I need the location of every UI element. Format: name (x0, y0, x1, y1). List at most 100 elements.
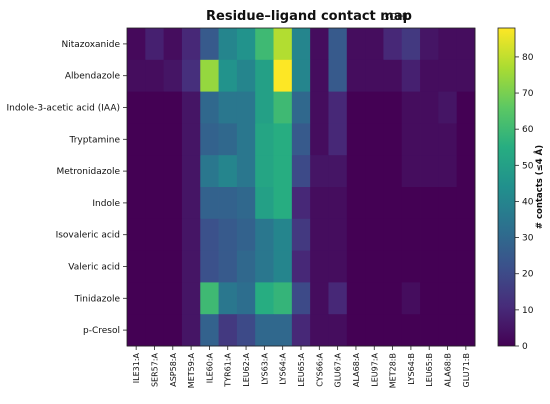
heatmap-cell (346, 282, 366, 315)
heatmap-cell (438, 282, 458, 315)
heatmap-cell (181, 218, 201, 251)
heatmap-cell (346, 155, 366, 188)
heatmap-cell (181, 282, 201, 315)
column-label: TYR61:A (224, 352, 233, 387)
heatmap-cell (255, 155, 274, 188)
column-label: ILE31:A (132, 352, 141, 383)
heatmap-cell (236, 250, 256, 283)
heatmap-cell (383, 314, 403, 347)
heatmap-cell (145, 250, 165, 283)
heatmap-cell (328, 314, 348, 347)
column-label: LYS63:A (260, 352, 269, 384)
heatmap-cell (438, 28, 458, 61)
heatmap-cell (310, 59, 329, 92)
heatmap-cell (438, 250, 458, 283)
colorbar-tick-label: 0 (522, 342, 528, 352)
heatmap-cell (273, 28, 293, 61)
heatmap-cell (181, 28, 201, 61)
heatmap-cell (456, 250, 476, 283)
colorbar-tick-label: 10 (522, 306, 534, 316)
row-label: Metronidazole (56, 167, 120, 177)
heatmap-cell (310, 123, 329, 156)
heatmap-cell (145, 59, 165, 92)
heatmap-cell (438, 218, 458, 251)
heatmap-cell (401, 314, 421, 347)
heatmap-cell (127, 155, 146, 188)
row-label: Isovaleric acid (56, 231, 120, 241)
heatmap-cell (383, 28, 403, 61)
heatmap-cell (236, 59, 256, 92)
heatmap-cell (401, 59, 421, 92)
heatmap-cell (310, 314, 329, 347)
heatmap-cell (127, 91, 146, 124)
heatmap-cell (346, 59, 366, 92)
heatmap-cell (365, 123, 384, 156)
heatmap-cell (273, 314, 293, 347)
heatmap-cell (163, 123, 183, 156)
heatmap-cell (218, 314, 238, 347)
heatmap-cell (163, 59, 183, 92)
heatmap-cell (273, 218, 293, 251)
heatmap-cell (236, 155, 256, 188)
heatmap-cell (145, 28, 165, 61)
heatmap-cell (145, 314, 165, 347)
heatmap-cell (200, 314, 219, 347)
heatmap-cell (200, 123, 219, 156)
heatmap-cell (365, 282, 384, 315)
colorbar-tick-label: 60 (522, 125, 534, 135)
heatmap-cell (291, 59, 311, 92)
column-label: LEU97:A (370, 352, 379, 386)
heatmap-cell (438, 314, 458, 347)
heatmap-cell (401, 28, 421, 61)
heatmap-cell (255, 28, 274, 61)
heatmap-cell (365, 314, 384, 347)
heatmap-cell (291, 282, 311, 315)
heatmap-cell (420, 187, 439, 220)
heatmap-cell (236, 218, 256, 251)
heatmap-cell (236, 91, 256, 124)
heatmap-cell (127, 28, 146, 61)
chart-title: Residue–ligand contact map (206, 9, 412, 24)
heatmap-cell (456, 155, 476, 188)
heatmap-cell (346, 91, 366, 124)
heatmap-cell (255, 314, 274, 347)
heatmap-cell (291, 91, 311, 124)
heatmap-cell (401, 155, 421, 188)
heatmap-cell (420, 59, 439, 92)
heatmap-cell (255, 59, 274, 92)
heatmap-cell (218, 28, 238, 61)
heatmap-cell (291, 250, 311, 283)
heatmap-cell (218, 187, 238, 220)
heatmap-cell (328, 28, 348, 61)
heatmap-cell (346, 314, 366, 347)
colorbar-tick-label: 20 (522, 270, 534, 280)
row-label: Valeric acid (68, 263, 120, 273)
heatmap-cell (163, 187, 183, 220)
heatmap-cell (456, 91, 476, 124)
heatmap-cell (383, 250, 403, 283)
heatmap-cell (420, 218, 439, 251)
heatmap-cell (145, 282, 165, 315)
heatmap-cell (127, 314, 146, 347)
heatmap-cell (401, 250, 421, 283)
heatmap-cell (273, 155, 293, 188)
heatmap-cell (236, 314, 256, 347)
heatmap-cell (310, 91, 329, 124)
heatmap-cell (163, 314, 183, 347)
heatmap-cell (365, 91, 384, 124)
heatmap-cell (145, 155, 165, 188)
heatmap-cell (200, 91, 219, 124)
heatmap-cell (365, 28, 384, 61)
heatmap-cell (346, 28, 366, 61)
heatmap-cell (145, 187, 165, 220)
heatmap-cell (218, 250, 238, 283)
heatmap-cell (163, 155, 183, 188)
heatmap-cell (456, 282, 476, 315)
heatmap-cell (365, 250, 384, 283)
column-label: CYS66:A (315, 352, 324, 386)
heatmap-cell (456, 59, 476, 92)
heatmap-cell (163, 250, 183, 283)
heatmap-cell (420, 250, 439, 283)
heatmap-cell (328, 187, 348, 220)
